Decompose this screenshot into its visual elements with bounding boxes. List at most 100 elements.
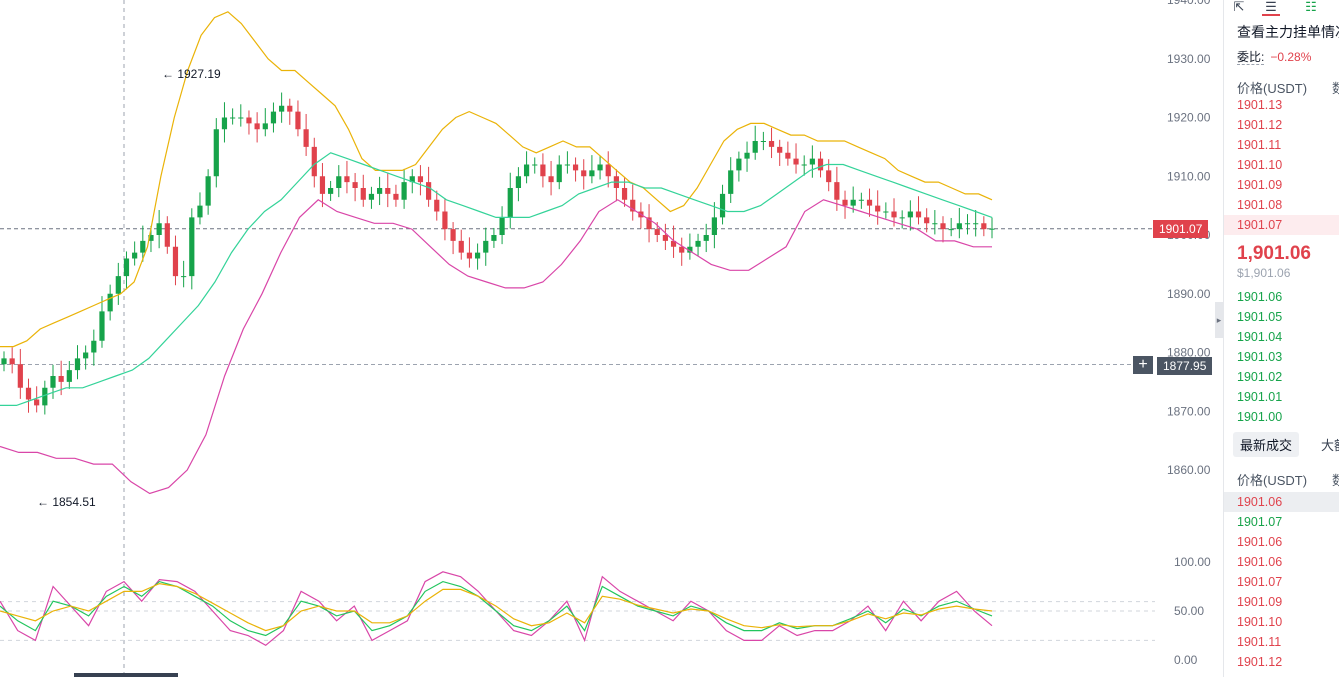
candle-body — [670, 240, 677, 247]
bid-row[interactable]: 1901.01 — [1237, 390, 1283, 404]
candle-body — [989, 228, 995, 230]
y-axis-tick-label: 1920.00 — [1167, 111, 1211, 125]
candle-body — [181, 276, 187, 278]
candle-body — [279, 105, 285, 112]
candle-body — [752, 141, 758, 153]
candle-body — [336, 176, 342, 188]
candle-body — [777, 146, 783, 153]
y-axis-tick-label: 1940.00 — [1167, 0, 1211, 7]
candle-body — [287, 105, 293, 112]
kline-chart[interactable]: 1940.001930.001920.001910.001900.001890.… — [0, 0, 1222, 677]
candle-body — [377, 188, 383, 194]
candle-body — [107, 293, 113, 312]
oscillator-series-line — [0, 580, 993, 637]
candle-body — [907, 211, 913, 218]
candle-body — [425, 182, 432, 200]
tab-latest-trades[interactable]: 最新成交 — [1233, 432, 1300, 457]
trade-row: 1901.09 — [1237, 595, 1283, 609]
candle-body — [646, 217, 652, 230]
candle-body — [834, 182, 840, 200]
candle-body — [850, 199, 856, 206]
candle-body — [973, 223, 979, 225]
candle-body — [254, 123, 260, 130]
high-price-annotation: ← 1927.19 — [162, 67, 221, 81]
bid-row[interactable]: 1901.04 — [1237, 330, 1283, 344]
bid-row[interactable]: 1901.05 — [1237, 310, 1283, 324]
trades-price-header: 价格(USDT) — [1237, 473, 1308, 488]
y-axis-tick-label: 1930.00 — [1167, 52, 1211, 66]
candle-body — [883, 211, 889, 213]
candle-body — [458, 240, 464, 253]
price-column-header: 价格(USDT) — [1237, 81, 1308, 96]
low-price-annotation: ← 1854.51 — [37, 495, 96, 509]
ask-row[interactable]: 1901.08 — [1237, 198, 1283, 212]
candle-body — [948, 229, 954, 231]
candle-body — [572, 164, 579, 171]
candle-body — [981, 223, 987, 230]
trade-row: 1901.12 — [1237, 655, 1283, 669]
trade-row: 1901.06 — [1237, 495, 1283, 509]
candle-body — [83, 352, 89, 359]
candle-body — [548, 176, 554, 183]
ask-row[interactable]: 1901.07 — [1237, 218, 1283, 232]
candle-body — [940, 223, 946, 230]
candle-body — [736, 158, 742, 171]
candle-body — [581, 170, 587, 177]
bollinger-lower-line — [0, 199, 992, 495]
candle-body — [858, 199, 864, 201]
candle-body — [899, 217, 905, 219]
bid-row[interactable]: 1901.06 — [1237, 290, 1283, 304]
candle-body — [58, 376, 64, 382]
candle-body — [523, 164, 530, 177]
bid-row[interactable]: 1901.00 — [1237, 410, 1283, 424]
candle-body — [205, 176, 211, 206]
export-icon[interactable]: ⇱ — [1233, 0, 1245, 14]
bollinger-middle-line — [0, 152, 993, 406]
candle-body — [703, 235, 709, 241]
trade-row: 1901.06 — [1237, 535, 1283, 549]
tab-large-trades[interactable]: 大额 — [1321, 438, 1339, 453]
ask-row[interactable]: 1901.10 — [1237, 158, 1283, 172]
ask-row[interactable]: 1901.09 — [1237, 178, 1283, 192]
bid-row[interactable]: 1901.02 — [1237, 370, 1283, 384]
candle-body — [230, 117, 236, 119]
price-chart-area[interactable]: 1940.001930.001920.001910.001900.001890.… — [0, 0, 1223, 677]
order-book-title[interactable]: 查看主力挂单情况 — [1237, 24, 1339, 40]
candle-body — [817, 158, 824, 171]
candle-body — [483, 240, 489, 253]
ask-row[interactable]: 1901.11 — [1237, 138, 1282, 152]
candle-body — [295, 111, 301, 130]
candle-body — [768, 141, 775, 147]
candle-body — [246, 117, 252, 124]
candle-body — [532, 164, 538, 166]
candle-body — [74, 358, 81, 371]
candle-body — [507, 188, 513, 218]
ask-row[interactable]: 1901.12 — [1237, 118, 1283, 132]
y-axis-tick-label: 1880.00 — [1167, 346, 1211, 360]
add-order-plus-icon[interactable]: + — [1133, 356, 1153, 374]
candle-body — [826, 170, 832, 183]
candle-body — [25, 387, 32, 400]
candle-body — [50, 376, 56, 388]
candle-body — [842, 199, 848, 206]
bid-row[interactable]: 1901.03 — [1237, 350, 1283, 364]
trade-row: 1901.10 — [1237, 615, 1283, 629]
orderbook-list-icon[interactable]: ☷ — [1305, 0, 1317, 14]
candle-body — [654, 229, 660, 235]
candle-body — [630, 199, 636, 212]
trade-row: 1901.07 — [1237, 515, 1283, 529]
ask-row[interactable]: 1901.13 — [1237, 98, 1283, 112]
orderbook-both-icon[interactable]: ☰ — [1262, 0, 1280, 16]
candle-body — [450, 229, 456, 241]
candle-body — [140, 240, 146, 253]
candle-body — [866, 199, 873, 206]
candle-body — [491, 235, 497, 241]
candle-body — [556, 164, 562, 183]
order-ratio: 委比: −0.28% — [1237, 48, 1311, 65]
collapse-panel-handle[interactable]: ▸ — [1215, 302, 1223, 338]
candle-body — [34, 399, 40, 406]
candle-body — [442, 211, 448, 230]
oscillator-axis-tick-label: 0.00 — [1174, 653, 1198, 667]
candle-body — [695, 240, 701, 247]
ratio-label: 委比: — [1237, 50, 1265, 65]
